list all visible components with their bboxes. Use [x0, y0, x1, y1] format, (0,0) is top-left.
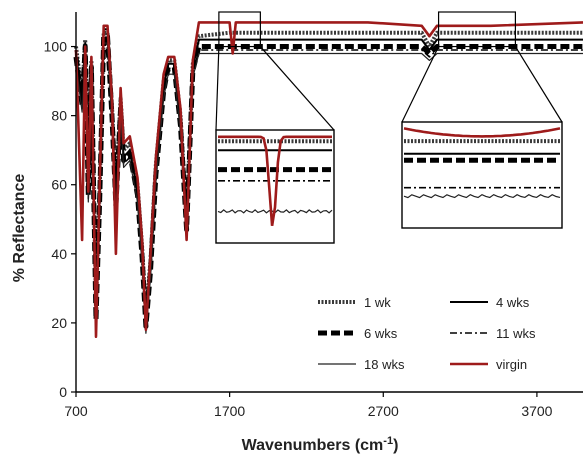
inset-0-series-5: [218, 135, 332, 227]
legend-label-3: 11 wks: [496, 326, 536, 341]
y-tick-label-5: 100: [44, 39, 68, 55]
x-tick-label-2: 2700: [368, 403, 399, 419]
legend-label-1: 4 wks: [496, 295, 530, 310]
zoom-connector-1-a: [401, 46, 440, 123]
legend-label-4: 18 wks: [364, 357, 405, 372]
y-tick-label-4: 80: [51, 108, 67, 124]
x-tick-label-1: 1700: [214, 403, 245, 419]
legend-label-0: 1 wk: [364, 295, 391, 310]
inset-1-series-4: [403, 194, 561, 199]
series-line-5: [74, 21, 583, 338]
x-tick-label-3: 3700: [521, 403, 552, 419]
y-tick-label-2: 40: [51, 246, 67, 262]
insets: [215, 11, 563, 244]
zoom-connector-0-b: [259, 46, 335, 131]
zoom-connector-0-a: [215, 46, 220, 131]
y-axis-title: % Reflectance: [11, 174, 28, 283]
axes: 0 20 40 60 80 100 700 1700 2700 3700: [44, 12, 583, 419]
zoom-region-1: [437, 11, 517, 48]
y-tick-label-0: 0: [59, 384, 67, 400]
inset-box-1: [401, 121, 563, 229]
inset-1-series-5: [403, 127, 561, 138]
series-line-3: [75, 38, 583, 331]
x-tick-label-0: 700: [64, 403, 88, 419]
y-tick-label-1: 20: [51, 315, 67, 331]
x-axis-title: Wavenumbers (cm-1): [242, 435, 399, 454]
legend-label-5: virgin: [496, 357, 527, 372]
plot-area: [73, 21, 583, 338]
zoom-connector-1-b: [514, 46, 563, 123]
inset-box-0: [215, 129, 335, 244]
legend: 1 wk 4 wks 6 wks 11 wks 18 wks virgin: [318, 295, 536, 372]
legend-label-2: 6 wks: [364, 326, 398, 341]
zoom-region-0: [218, 11, 261, 48]
y-tick-label-3: 60: [51, 177, 67, 193]
